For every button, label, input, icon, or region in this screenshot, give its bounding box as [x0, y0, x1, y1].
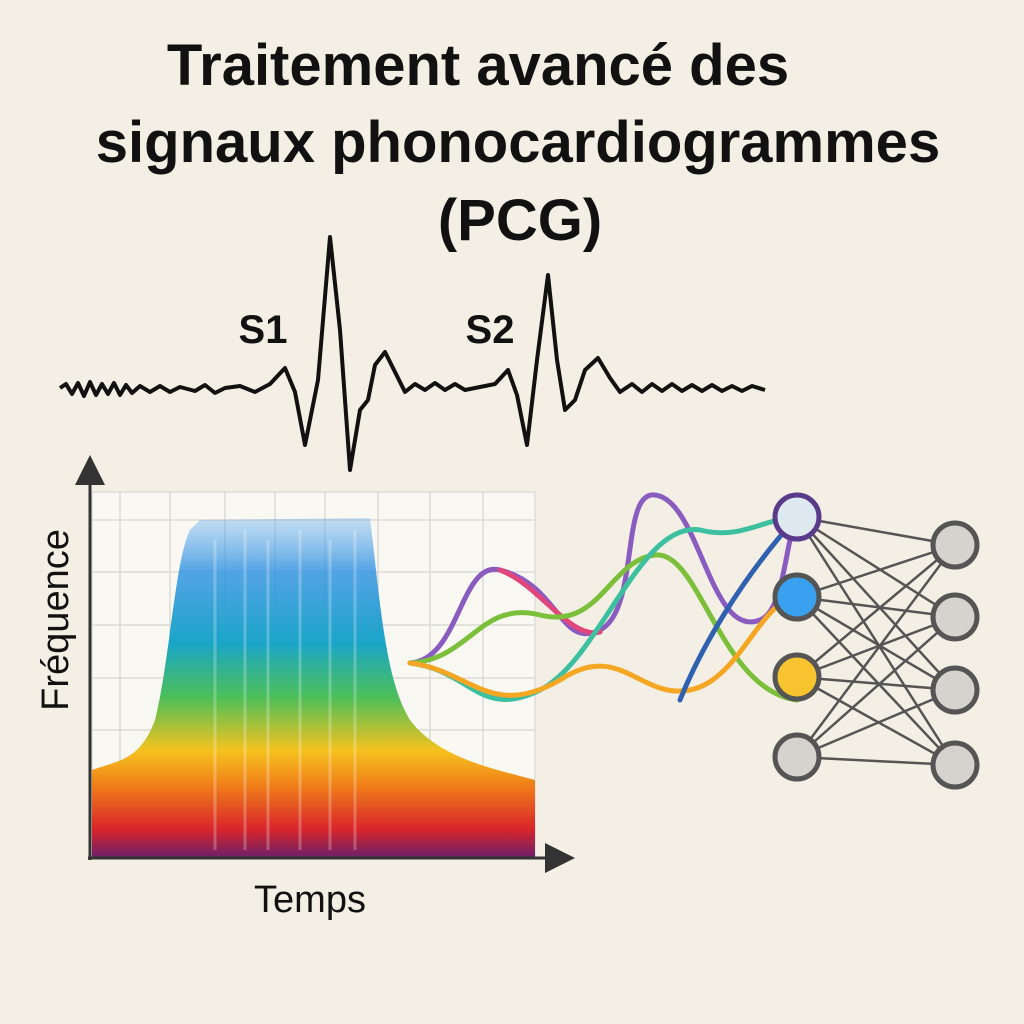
title-line: signaux phonocardiogrammes — [96, 110, 940, 175]
s2-label: S2 — [466, 308, 515, 352]
neural-network — [772, 492, 980, 790]
title-line: Traitement avancé des — [167, 33, 789, 98]
title-line: (PCG) — [438, 188, 602, 253]
spectrogram — [92, 518, 535, 857]
y-axis-label: Fréquence — [35, 529, 77, 711]
s1-label: S1 — [239, 308, 288, 352]
pcg-waveform — [58, 235, 766, 472]
x-axis-label: Temps — [254, 879, 366, 921]
spectrogram-streaks — [213, 530, 357, 850]
feature-curves — [407, 492, 800, 703]
